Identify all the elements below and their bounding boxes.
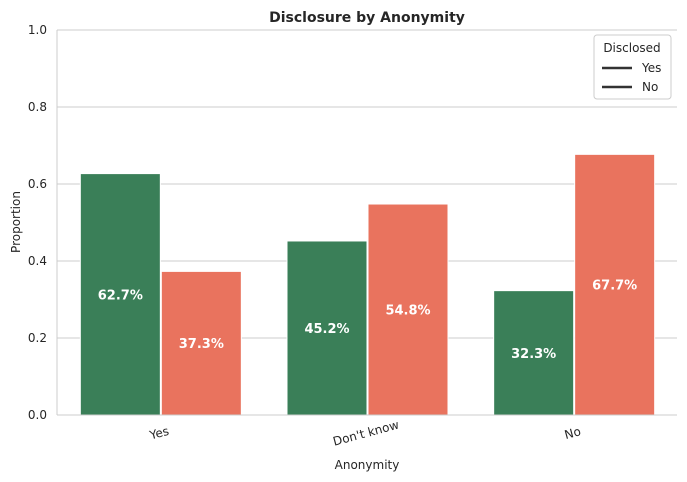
x-axis-label: Anonymity (335, 458, 400, 472)
legend-frame (593, 34, 672, 100)
y-tick-label: 0.4 (28, 254, 47, 268)
legend-label-no: No (642, 80, 658, 94)
y-tick-label: 0.8 (28, 100, 47, 114)
chart-title: Disclosure by Anonymity (269, 10, 465, 26)
y-tick-label: 0.2 (28, 331, 47, 345)
y-tick-label: 0.0 (28, 408, 47, 422)
legend: Disclosed Yes No (593, 34, 672, 100)
bar-value-label: 37.3% (179, 337, 224, 352)
bar-don-t-know-no (367, 203, 449, 416)
y-tick-label: 1.0 (28, 23, 47, 37)
bar-no-yes (493, 290, 575, 416)
bar-value-label: 54.8% (385, 304, 430, 319)
bar-value-labels: 62.7% 37.3% 45.2% 54.8% 32.3% 67.7% (98, 279, 637, 362)
legend-title: Disclosed (603, 41, 660, 55)
bars (79, 153, 656, 416)
x-tick-label: No (563, 424, 582, 442)
bar-value-label: 62.7% (98, 288, 143, 303)
bar-no-no (574, 153, 656, 416)
bar-value-label: 45.2% (304, 322, 349, 337)
bar-yes-yes (79, 173, 161, 416)
y-axis-label: Proportion (9, 191, 23, 253)
x-tick-label: Yes (147, 424, 170, 443)
bar-don-t-know-yes (286, 240, 368, 416)
bar-value-label: 67.7% (592, 279, 637, 294)
x-tick-label: Don't know (331, 418, 400, 449)
y-tick-label: 0.6 (28, 177, 47, 191)
bar-value-label: 32.3% (511, 347, 556, 362)
legend-label-yes: Yes (641, 61, 661, 75)
